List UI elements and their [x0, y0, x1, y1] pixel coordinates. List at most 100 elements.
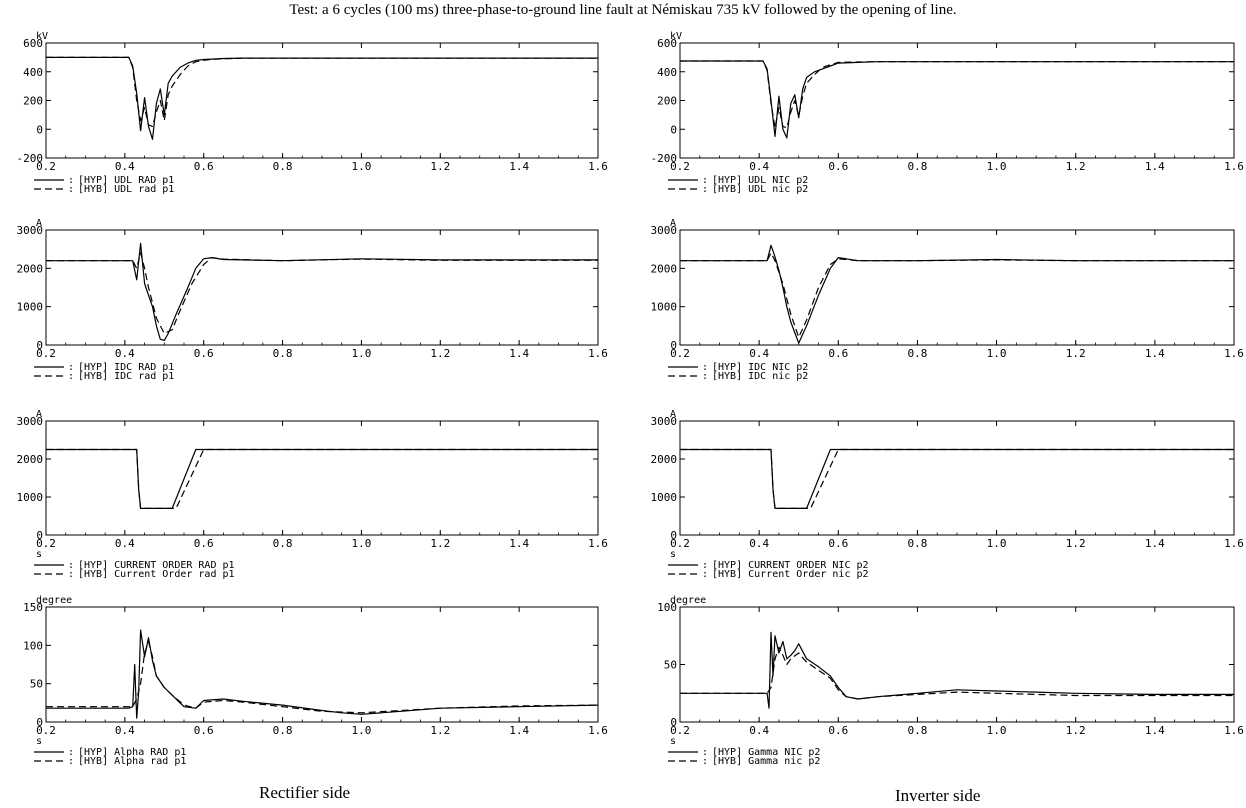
y-tick-label: 400: [657, 66, 677, 79]
legend-separator: :: [68, 175, 74, 186]
x-tick-label: 0.4: [749, 537, 769, 550]
unit-label: kV: [36, 31, 48, 42]
x-tick-label: 0.8: [907, 347, 927, 360]
unit-label: A: [36, 409, 42, 420]
legend-label: [HYP] CURRENT ORDER RAD p1: [78, 560, 235, 571]
y-tick-label: 2000: [17, 262, 44, 275]
legend-separator: :: [68, 362, 74, 373]
x-tick-label: 1.2: [430, 537, 450, 550]
x-tick-label: 0.6: [828, 347, 848, 360]
y-tick-label: 0: [36, 123, 43, 136]
x-axis-label: s: [36, 736, 42, 747]
legend-separator: :: [68, 756, 74, 767]
y-tick-label: 50: [30, 678, 43, 691]
y-tick-label: 100: [657, 601, 677, 614]
chart-panel-left-3: degree 0 50 100 150 0.2 0.4 0.6 0.8 1.0 1.2 1.4 1.6 s…: [23, 595, 608, 767]
legend-separator: :: [68, 560, 74, 571]
x-tick-label: 1.4: [1145, 160, 1165, 173]
x-tick-label: 1.0: [351, 537, 371, 550]
legend-separator: :: [702, 747, 708, 758]
legend-separator: :: [702, 569, 708, 580]
legend-separator: :: [702, 362, 708, 373]
series-line-hyb: [680, 60, 1234, 129]
x-tick-label: 0.6: [828, 160, 848, 173]
x-tick-label: 1.0: [987, 537, 1007, 550]
legend-label: [HYP] Alpha RAD p1: [78, 747, 186, 758]
x-tick-label: 0.8: [907, 724, 927, 737]
y-tick-label: 0: [670, 716, 677, 729]
legend-label: [HYP] UDL RAD p1: [78, 175, 174, 186]
x-tick-label: 0.2: [36, 347, 56, 360]
x-tick-label: 0.8: [907, 537, 927, 550]
x-tick-label: 1.6: [588, 347, 608, 360]
legend-separator: :: [68, 184, 74, 195]
x-tick-label: 0.4: [749, 160, 769, 173]
x-tick-label: 1.0: [351, 724, 371, 737]
unit-label: degree: [36, 595, 72, 606]
series-line-hyb: [46, 448, 598, 509]
plot-frame: [679, 606, 1235, 723]
series-line-hyp: [680, 60, 1234, 139]
y-tick-label: 2000: [651, 453, 678, 466]
x-tick-label: 0.2: [36, 537, 56, 550]
unit-label: A: [36, 218, 42, 229]
series-line-hyb: [46, 56, 598, 128]
x-tick-label: 1.4: [1145, 347, 1165, 360]
legend-label: [HYB] Gamma nic p2: [712, 756, 820, 767]
y-tick-label: 200: [23, 95, 43, 108]
x-tick-label: 1.0: [987, 160, 1007, 173]
x-tick-label: 1.4: [509, 537, 529, 550]
y-tick-label: 150: [23, 601, 43, 614]
legend-separator: :: [68, 569, 74, 580]
legend-label: [HYB] Current Order nic p2: [712, 569, 869, 580]
x-tick-label: 0.4: [749, 724, 769, 737]
x-tick-label: 0.2: [670, 537, 690, 550]
x-tick-label: 1.4: [509, 160, 529, 173]
y-tick-label: 0: [36, 529, 43, 542]
x-tick-label: 0.6: [828, 537, 848, 550]
legend-label: [HYP] IDC RAD p1: [78, 362, 174, 373]
y-tick-label: 3000: [17, 224, 44, 237]
series-line-hyp: [46, 56, 598, 140]
x-tick-label: 0.2: [670, 347, 690, 360]
x-tick-label: 1.2: [430, 347, 450, 360]
y-tick-label: 2000: [17, 453, 44, 466]
x-tick-label: 1.6: [588, 724, 608, 737]
legend-label: [HYB] IDC rad p1: [78, 371, 174, 382]
y-tick-label: 50: [664, 659, 677, 672]
x-tick-label: 1.0: [987, 347, 1007, 360]
legend-separator: :: [68, 747, 74, 758]
x-tick-label: 0.2: [36, 724, 56, 737]
x-tick-label: 1.0: [351, 160, 371, 173]
x-tick-label: 0.6: [194, 347, 214, 360]
series-line-hyp: [46, 448, 598, 509]
legend-separator: :: [702, 756, 708, 767]
legend-separator: :: [702, 184, 708, 195]
plot-frame: [45, 420, 599, 536]
legend-label: [HYB] IDC nic p2: [712, 371, 808, 382]
unit-label: degree: [670, 595, 706, 606]
chart-panel-left-1: A 0 1000 2000 3000 0.2 0.4 0.6 0.8 1.0 1.2 1.4 1.6: […: [17, 218, 608, 382]
legend-separator: :: [702, 175, 708, 186]
series-line-hyp: [680, 244, 1234, 344]
x-axis-label: s: [670, 736, 676, 747]
x-tick-label: 1.2: [430, 724, 450, 737]
y-tick-label: 100: [23, 639, 43, 652]
y-tick-label: 0: [670, 123, 677, 136]
x-tick-label: 0.2: [36, 160, 56, 173]
legend-label: [HYB] Current Order rad p1: [78, 569, 235, 580]
legend-label: [HYP] IDC NIC p2: [712, 362, 808, 373]
x-tick-label: 0.4: [115, 724, 135, 737]
x-tick-label: 1.2: [1066, 347, 1086, 360]
plot-frame: [45, 606, 599, 723]
x-tick-label: 0.6: [194, 160, 214, 173]
x-tick-label: 1.2: [1066, 160, 1086, 173]
unit-label: A: [670, 409, 676, 420]
series-line-hyb: [680, 448, 1234, 509]
x-tick-label: 1.2: [1066, 537, 1086, 550]
series-line-hyp: [680, 631, 1234, 709]
plot-frame: [45, 229, 599, 346]
chart-panel-left-0: kV -200 0 200 400 600 0.2 0.4 0.6 0.8 1.0 1.2 1.4 1.6…: [17, 31, 608, 195]
x-tick-label: 1.6: [1224, 724, 1244, 737]
series-line-hyp: [46, 242, 598, 341]
